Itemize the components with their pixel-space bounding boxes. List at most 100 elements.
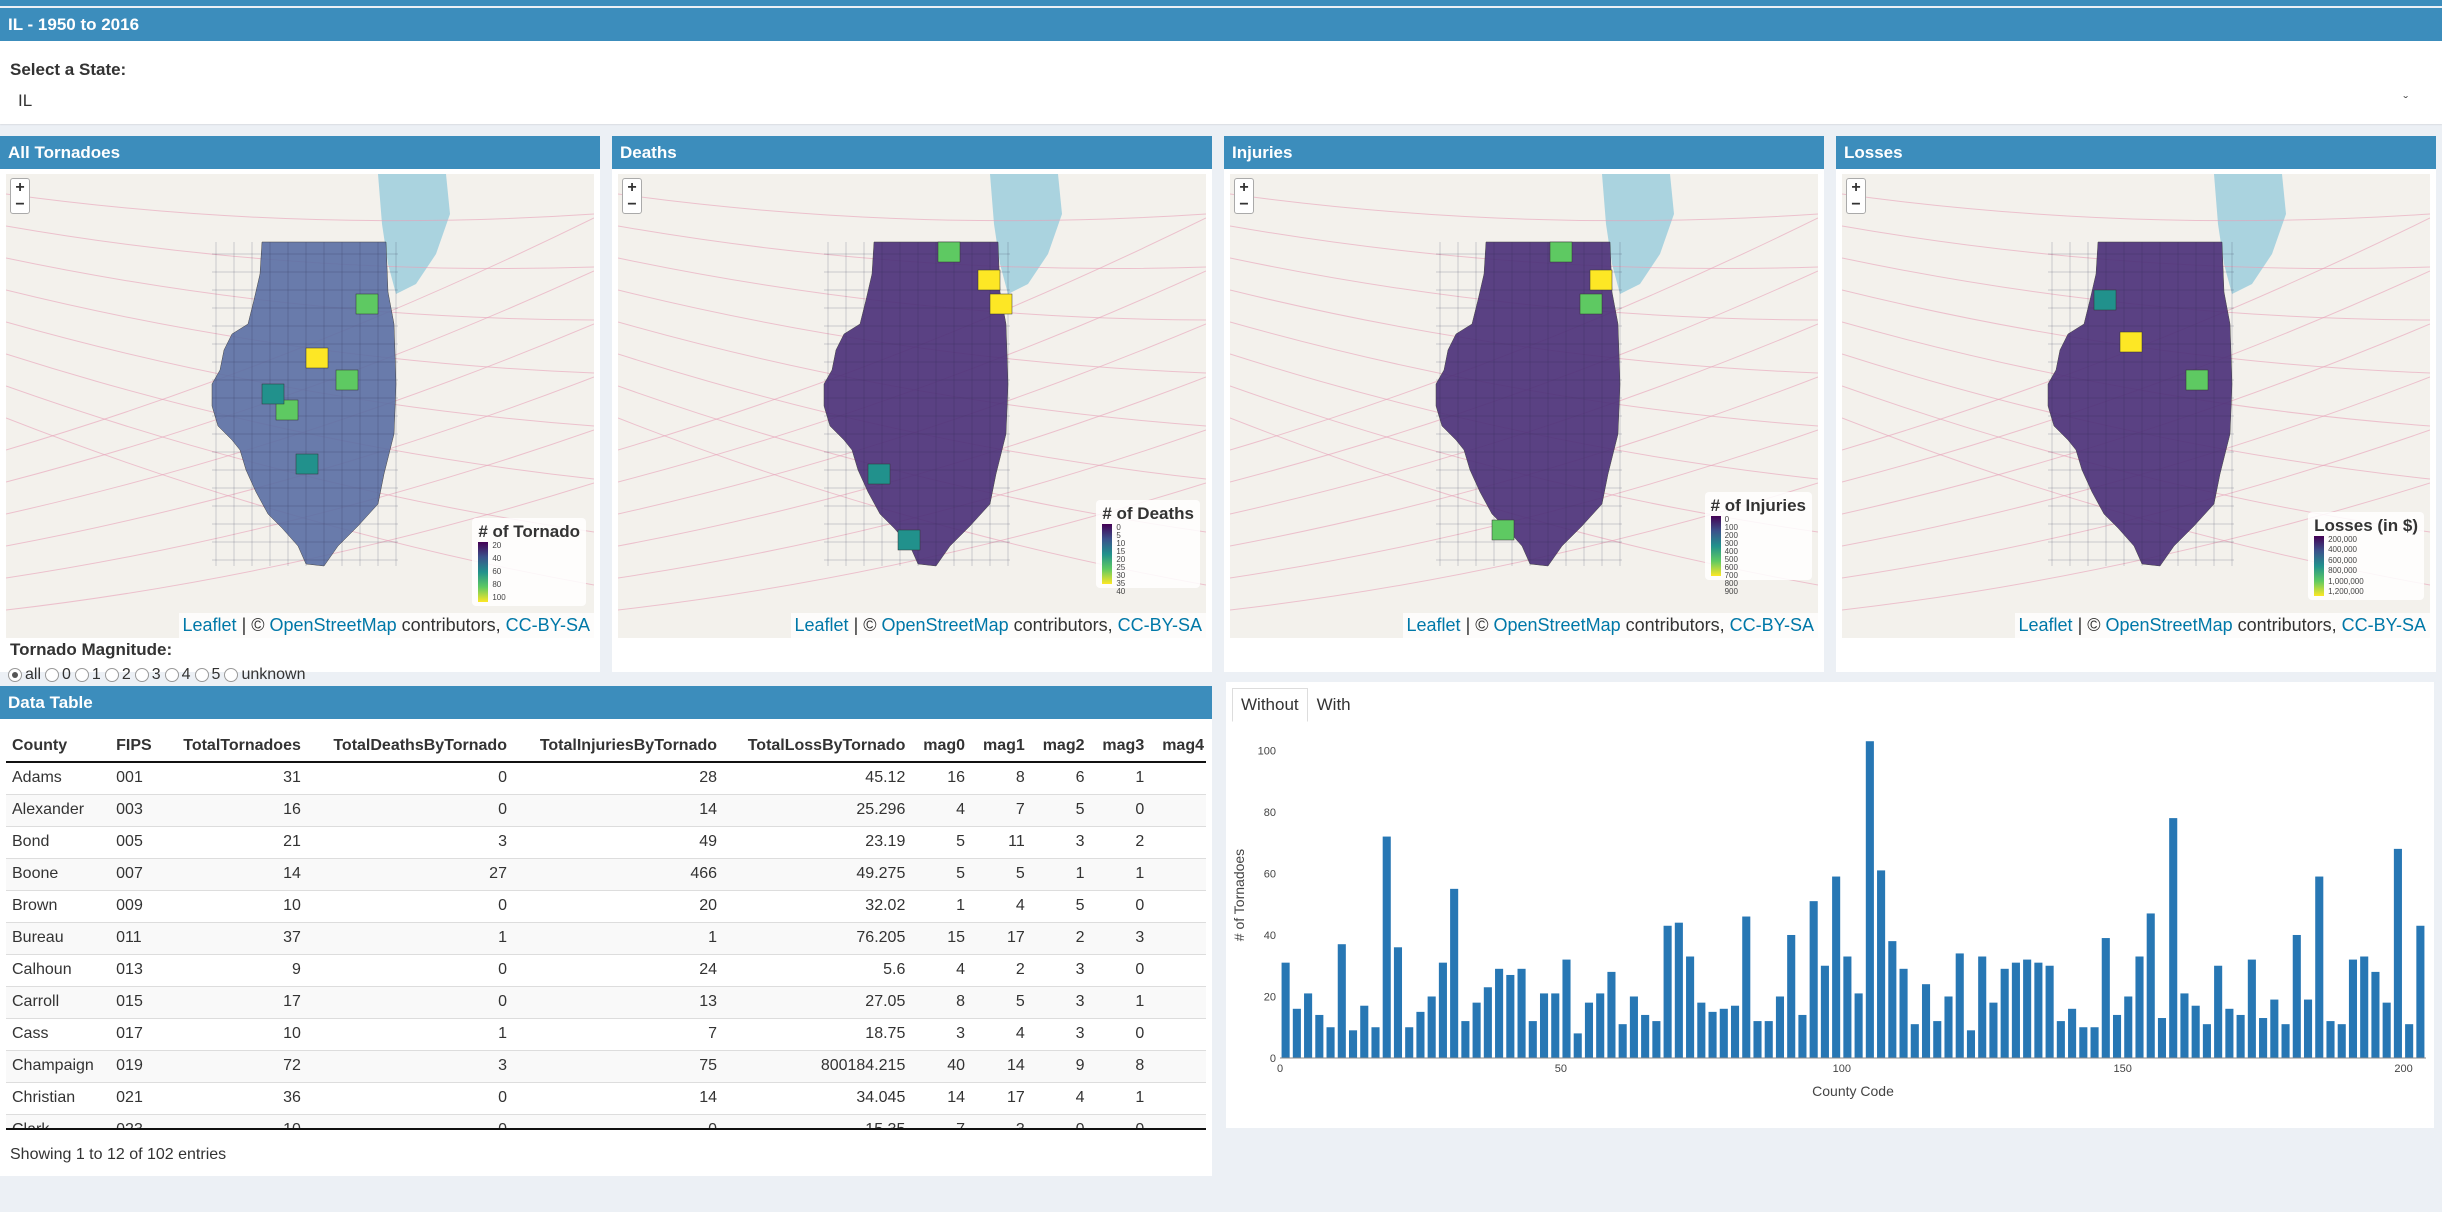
zoom-in-button[interactable]: + <box>1851 179 1861 196</box>
choropleth-map[interactable]: + − # of Tornado 20 40 60 80 100 Leaflet | © Ope… <box>6 174 594 638</box>
column-header[interactable]: TotalLossByTornado <box>723 730 912 763</box>
zoom-in-button[interactable]: + <box>627 179 637 196</box>
x-axis-label: County Code <box>1812 1083 1894 1099</box>
table-cell: 18.75 <box>723 1017 912 1050</box>
zoom-out-button[interactable]: − <box>627 196 637 213</box>
table-cell: 4 <box>911 793 972 826</box>
magnitude-radio-3[interactable]: 3 <box>134 666 161 684</box>
column-header[interactable]: mag3 <box>1090 730 1151 763</box>
radio-circle-icon[interactable] <box>8 668 22 682</box>
osm-link[interactable]: OpenStreetMap <box>2105 615 2233 635</box>
zoom-out-button[interactable]: − <box>1239 196 1249 213</box>
bar <box>1674 922 1683 1058</box>
column-header[interactable]: FIPS <box>110 730 163 763</box>
tab-without[interactable]: Without <box>1232 688 1308 722</box>
legend-color-scale <box>1710 516 1721 576</box>
license-link[interactable]: CC-BY-SA <box>505 615 590 635</box>
choropleth-map[interactable]: + − # of Deaths 0 5 10 15 20 25 30 35 40 Leaflet | ©… <box>618 174 1206 638</box>
zoom-control[interactable]: + − <box>622 178 642 214</box>
license-link[interactable]: CC-BY-SA <box>1117 615 1202 635</box>
magnitude-radio-all[interactable]: all <box>8 666 41 684</box>
radio-circle-icon[interactable] <box>104 668 119 682</box>
bar <box>2112 1014 2122 1058</box>
table-cell: 011 <box>110 921 163 954</box>
radio-label: unknown <box>241 666 306 683</box>
radio-circle-icon[interactable] <box>74 668 89 682</box>
bar <box>1281 962 1290 1058</box>
bar <box>1551 993 1560 1058</box>
magnitude-radio-5[interactable]: 5 <box>194 666 220 684</box>
column-header[interactable]: mag2 <box>1030 730 1091 763</box>
osm-link[interactable]: OpenStreetMap <box>1493 615 1621 635</box>
zoom-in-button[interactable]: + <box>15 179 25 196</box>
magnitude-radio-unknown[interactable]: unknown <box>224 666 306 684</box>
zoom-out-button[interactable]: − <box>15 196 25 213</box>
magnitude-radio-4[interactable]: 4 <box>164 666 191 684</box>
leaflet-link[interactable]: Leaflet <box>794 615 849 635</box>
zoom-in-button[interactable]: + <box>1239 179 1249 196</box>
radio-circle-icon[interactable] <box>224 668 239 682</box>
zoom-control[interactable]: + − <box>1846 178 1866 214</box>
radio-circle-icon[interactable] <box>134 668 149 682</box>
bar <box>1877 870 1886 1058</box>
bar <box>1506 974 1515 1058</box>
bar <box>2405 1024 2414 1058</box>
radio-circle-icon[interactable] <box>194 668 209 682</box>
table-cell: 3 <box>911 1017 972 1050</box>
leaflet-link[interactable]: Leaflet <box>1406 615 1461 635</box>
table-cell: 005 <box>110 825 163 858</box>
county-highlight <box>1491 519 1515 541</box>
choropleth-map[interactable]: + − # of Injuries 0 100 200 300 400 500 600 700 800… <box>1230 174 1818 638</box>
bar <box>1697 1002 1706 1058</box>
license-link[interactable]: CC-BY-SA <box>1729 615 1814 635</box>
radio-circle-icon[interactable] <box>164 668 179 682</box>
county-highlight <box>867 463 891 485</box>
zoom-control[interactable]: + − <box>10 178 30 214</box>
table-cell: 8 <box>971 761 1031 794</box>
zoom-out-button[interactable]: − <box>1851 196 1861 213</box>
bar <box>1742 916 1751 1058</box>
chart-tabs: Without With <box>1232 688 1360 722</box>
column-header[interactable]: County <box>6 730 111 763</box>
table-cell: 3 <box>1090 921 1151 954</box>
table-cell: 25.296 <box>723 793 912 826</box>
zoom-control[interactable]: + − <box>1234 178 1254 214</box>
magnitude-radio-2[interactable]: 2 <box>104 666 131 684</box>
table-cell: 9 <box>1030 1049 1091 1082</box>
column-header[interactable]: TotalDeathsByTornado <box>306 730 513 763</box>
choropleth-map[interactable]: + − Losses (in $) 200,000 400,000 600,000 800,… <box>1842 174 2430 638</box>
magnitude-radio-0[interactable]: 0 <box>45 666 71 684</box>
column-header[interactable]: TotalTornadoes <box>162 730 307 763</box>
table-cell: 49 <box>512 825 724 858</box>
column-header[interactable]: mag4 <box>1150 730 1206 763</box>
column-header[interactable]: mag0 <box>911 730 972 763</box>
leaflet-link[interactable]: Leaflet <box>2018 615 2073 635</box>
table-cell: 10 <box>162 1113 307 1128</box>
state-select[interactable]: IL ˇ <box>10 84 2422 118</box>
table-cell: 0 <box>1030 1113 1091 1128</box>
tab-with[interactable]: With <box>1316 695 1351 714</box>
table-cell: 2 <box>1030 921 1091 954</box>
license-link[interactable]: CC-BY-SA <box>2341 615 2426 635</box>
osm-link[interactable]: OpenStreetMap <box>269 615 397 635</box>
y-tick-label: 80 <box>1264 807 1276 819</box>
table-row: Brown 009 10 0 20 32.02 1 4 5 0 <box>6 889 1206 922</box>
radio-label: 1 <box>91 666 101 683</box>
bar <box>1528 1021 1537 1058</box>
table-row: Bureau 011 37 1 1 76.205 15 17 2 3 <box>6 921 1206 954</box>
leaflet-link[interactable]: Leaflet <box>182 615 237 635</box>
y-axis-label: # of Tornadoes <box>1231 849 1247 941</box>
radio-circle-icon[interactable] <box>45 668 60 682</box>
table-cell: Alexander <box>6 793 111 826</box>
table-cell: 20 <box>512 889 724 922</box>
column-header[interactable]: TotalInjuriesByTornado <box>512 730 724 763</box>
osm-link[interactable]: OpenStreetMap <box>881 615 1009 635</box>
attribution-separator: | © <box>1460 615 1494 635</box>
bar <box>1921 984 1931 1058</box>
legend-tick: 1,000,000 <box>2328 576 2364 586</box>
bar <box>1775 996 1785 1058</box>
data-table-scroll[interactable]: County FIPS TotalTornadoes TotalDeathsByTor… <box>6 730 1206 1130</box>
legend-tick: 20 <box>1116 555 1126 564</box>
column-header[interactable]: mag1 <box>971 730 1031 763</box>
magnitude-radio-1[interactable]: 1 <box>74 666 101 684</box>
